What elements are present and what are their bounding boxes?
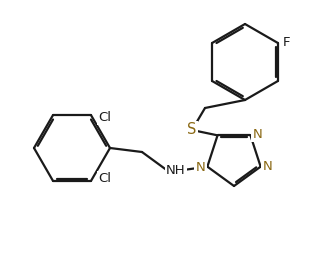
Text: NH: NH: [166, 165, 186, 178]
Text: N: N: [253, 128, 262, 141]
Text: F: F: [283, 36, 291, 49]
Text: N: N: [195, 161, 205, 174]
Text: S: S: [187, 123, 197, 138]
Text: N: N: [263, 160, 272, 173]
Text: Cl: Cl: [98, 111, 112, 124]
Text: Cl: Cl: [98, 172, 112, 186]
